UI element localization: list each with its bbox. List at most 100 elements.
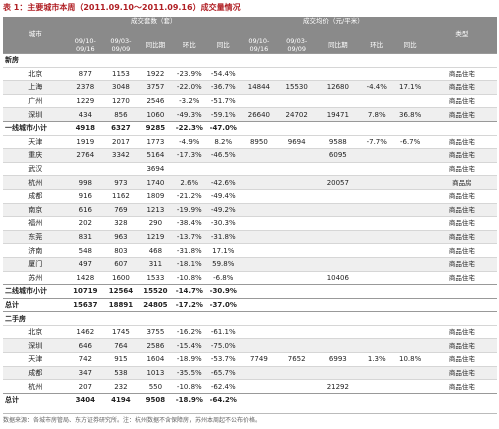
table-row: 福州 202 328 290 -38.4% -30.3% 商品住宅 xyxy=(3,216,497,231)
value-cell: 12680 xyxy=(315,80,361,95)
value-cell xyxy=(360,392,394,407)
value-cell: -17.3% xyxy=(172,148,207,163)
value-cell xyxy=(277,392,316,407)
value-cell xyxy=(393,270,427,285)
value-cell: -42.6% xyxy=(206,175,240,190)
value-cell: 646 xyxy=(67,338,104,353)
value-cell: -49.2% xyxy=(206,202,240,217)
table-row: 苏州 1428 1600 1533 -10.8% -6.8% 10406 商品住宅 xyxy=(3,270,497,285)
header-price-period-b: 09/03- 09/09 xyxy=(277,37,316,54)
table-row: 天津 742 915 1604 -18.9% -53.7% 7749 7652 6993 1.3%… xyxy=(3,352,497,367)
value-cell: 26640 xyxy=(239,107,278,122)
value-cell xyxy=(239,216,278,231)
value-cell xyxy=(360,93,394,108)
value-cell xyxy=(360,324,394,339)
value-cell: -75.0% xyxy=(206,338,240,353)
value-cell xyxy=(393,392,427,407)
value-cell: 59.8% xyxy=(206,256,240,271)
value-cell xyxy=(239,324,278,339)
value-cell xyxy=(360,338,394,353)
table-row: 天津 1919 2017 1773 -4.9% 8.2% 8950 9694 9588 -7.7%… xyxy=(3,134,497,149)
value-cell: 538 xyxy=(103,365,139,380)
header-price-yoy: 同比 xyxy=(393,37,427,54)
subtotal-row: 二线城市小计 10719 12564 15520 -14.7% -30.9% xyxy=(3,284,497,299)
value-cell: 1060 xyxy=(138,107,173,122)
value-cell xyxy=(315,338,361,353)
value-cell: -35.5% xyxy=(172,365,207,380)
city-cell: 杭州 xyxy=(3,175,68,190)
value-cell: 916 xyxy=(67,188,104,204)
value-cell: -14.7% xyxy=(172,284,207,299)
value-cell: 18891 xyxy=(103,297,139,312)
value-cell xyxy=(277,379,316,394)
value-cell xyxy=(393,297,427,312)
value-cell: 2.6% xyxy=(172,175,207,190)
city-cell: 武汉 xyxy=(3,161,68,176)
value-cell: 1153 xyxy=(103,66,139,81)
value-cell: 1922 xyxy=(138,66,173,81)
value-cell: -4.9% xyxy=(172,134,207,149)
value-cell: -4.4% xyxy=(360,80,394,95)
value-cell xyxy=(239,379,278,394)
header-price-group: 成交均价（元/平米） xyxy=(239,17,427,27)
value-cell xyxy=(239,338,278,353)
value-cell xyxy=(277,120,316,136)
value-cell: 550 xyxy=(138,379,173,394)
value-cell xyxy=(393,216,427,231)
value-cell: 3694 xyxy=(138,161,173,176)
value-cell: 1.3% xyxy=(360,352,394,367)
city-cell: 广州 xyxy=(3,93,68,108)
type-cell: 商品住宅 xyxy=(426,66,497,81)
subtotal-row: 总计 15637 18891 24805 -17.2% -37.0% xyxy=(3,297,497,312)
value-cell: -3.2% xyxy=(172,93,207,108)
value-cell xyxy=(393,148,427,163)
value-cell: 1604 xyxy=(138,352,173,367)
value-cell: 1745 xyxy=(103,324,139,339)
value-cell xyxy=(277,66,316,81)
value-cell: 19471 xyxy=(315,107,361,122)
table-header: 城市 成交套数（套） 成交均价（元/平米） 类型 09/10- 09/16 09… xyxy=(3,17,497,54)
value-cell: 3048 xyxy=(103,80,139,95)
value-cell: 3755 xyxy=(138,324,173,339)
value-cell xyxy=(277,216,316,231)
city-cell: 深圳 xyxy=(3,107,68,122)
value-cell: 4918 xyxy=(67,120,104,136)
value-cell: -18.9% xyxy=(172,392,207,407)
value-cell: -31.8% xyxy=(172,243,207,258)
value-cell xyxy=(393,229,427,244)
value-cell xyxy=(239,161,278,176)
table-row: 深圳 434 856 1060 -49.3% -59.1% 26640 24702 19471 7… xyxy=(3,107,497,122)
value-cell: -49.4% xyxy=(206,188,240,204)
table-body: 新房 北京 877 1153 1922 -23.9% -54.4% 商品住宅 上海 2378 304… xyxy=(3,53,497,407)
value-cell xyxy=(277,365,316,380)
value-cell xyxy=(277,256,316,271)
value-cell xyxy=(360,379,394,394)
value-cell: 616 xyxy=(67,202,104,217)
value-cell xyxy=(360,66,394,81)
value-cell xyxy=(393,324,427,339)
section-header: 二手房 xyxy=(3,311,497,326)
value-cell xyxy=(67,161,104,176)
value-cell: 202 xyxy=(67,216,104,231)
value-cell: -6.8% xyxy=(206,270,240,285)
value-cell: 548 xyxy=(67,243,104,258)
table-row: 重庆 2764 3342 5164 -17.3% -46.5% 6095 商品住宅 xyxy=(3,148,497,163)
value-cell: -18.9% xyxy=(172,352,207,367)
header-yoy: 同比 xyxy=(206,37,240,54)
value-cell xyxy=(103,161,139,176)
value-cell xyxy=(393,202,427,217)
value-cell: 4194 xyxy=(103,392,139,407)
value-cell xyxy=(315,229,361,244)
type-cell: 商品房 xyxy=(426,175,497,190)
value-cell xyxy=(315,216,361,231)
value-cell xyxy=(393,188,427,204)
value-cell: 1740 xyxy=(138,175,173,190)
value-cell: -38.4% xyxy=(172,216,207,231)
value-cell xyxy=(172,161,207,176)
value-cell xyxy=(239,120,278,136)
value-cell xyxy=(239,243,278,258)
table-row: 南京 616 769 1213 -19.9% -49.2% 商品住宅 xyxy=(3,202,497,217)
value-cell xyxy=(393,120,427,136)
value-cell: -46.5% xyxy=(206,148,240,163)
type-cell xyxy=(426,297,497,312)
